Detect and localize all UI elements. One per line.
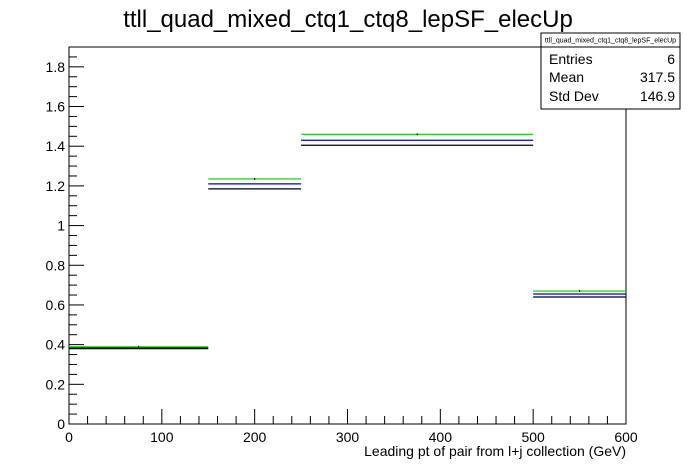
y-tick-label: 1 — [57, 218, 65, 234]
stats-mean-label: Mean — [549, 69, 584, 85]
y-tick-label: 1.2 — [46, 178, 66, 194]
x-tick-label: 600 — [614, 429, 638, 445]
stats-entries-value: 6 — [667, 51, 675, 67]
y-tick-label: 1.4 — [46, 138, 66, 154]
stats-stddev-label: Std Dev — [549, 88, 599, 104]
stats-title: ttll_quad_mixed_ctq1_ctq8_lepSF_elecUp — [545, 38, 676, 45]
x-tick-label: 300 — [336, 429, 360, 445]
stats-stddev-value: 146.9 — [640, 88, 675, 104]
x-axis-title: Leading pt of pair from l+j collection (… — [364, 443, 626, 459]
y-tick-label: 0.4 — [46, 337, 66, 353]
y-tick-label: 1.6 — [46, 99, 66, 115]
stats-box: ttll_quad_mixed_ctq1_ctq8_lepSF_elecUp E… — [540, 32, 681, 110]
x-axis: 0 100 200 300 400 500 600 — [65, 409, 638, 445]
x-tick-label: 0 — [65, 429, 73, 445]
x-tick-label: 200 — [243, 429, 267, 445]
x-tick-label: 500 — [521, 429, 545, 445]
x-tick-label: 100 — [150, 429, 174, 445]
y-tick-label: 0.8 — [46, 257, 66, 273]
y-axis: 0 0.2 0.4 0.6 0.8 1 1.2 1.4 1.6 1.8 — [46, 46, 84, 432]
stats-mean-value: 317.5 — [640, 69, 675, 85]
y-tick-label: 0.2 — [46, 376, 66, 392]
y-tick-label: 0 — [57, 416, 65, 432]
histogram-series — [69, 133, 626, 350]
y-tick-label: 0.6 — [46, 297, 66, 313]
stats-entries-label: Entries — [549, 51, 593, 67]
y-tick-label: 1.8 — [46, 59, 66, 75]
x-tick-label: 400 — [429, 429, 453, 445]
chart-title: ttll_quad_mixed_ctq1_ctq8_lepSF_elecUp — [123, 6, 573, 33]
